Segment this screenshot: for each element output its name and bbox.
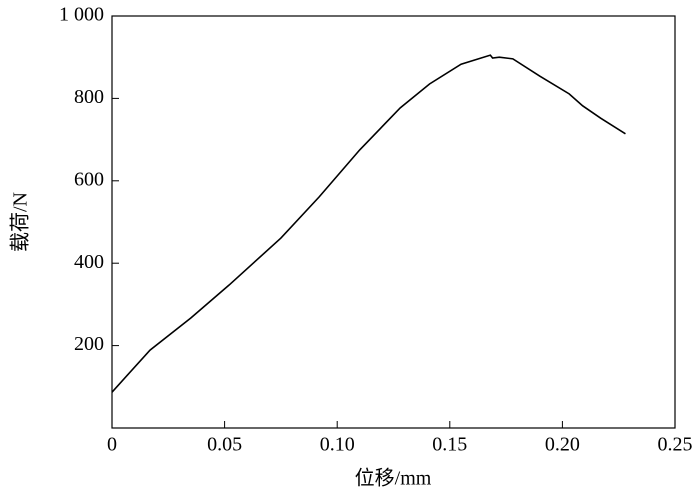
- y-tick-label: 1 000: [59, 4, 104, 26]
- y-tick-label: 600: [74, 168, 104, 190]
- x-tick-label: 0.10: [320, 434, 355, 456]
- y-tick-label: 200: [74, 333, 104, 355]
- x-tick-label: 0.05: [207, 434, 242, 456]
- x-tick-label: 0.25: [658, 434, 693, 456]
- y-axis-label: 载荷/N: [9, 192, 32, 252]
- x-tick-label: 0.20: [545, 434, 580, 456]
- plot-frame: [111, 15, 676, 429]
- x-axis-label: 位移/mm: [355, 467, 432, 490]
- y-tick-label: 400: [74, 251, 104, 273]
- x-tick-label: 0.15: [432, 434, 467, 456]
- y-tick-label: 800: [74, 86, 104, 108]
- x-tick-label: 0: [107, 434, 117, 456]
- data-line: [111, 54, 626, 393]
